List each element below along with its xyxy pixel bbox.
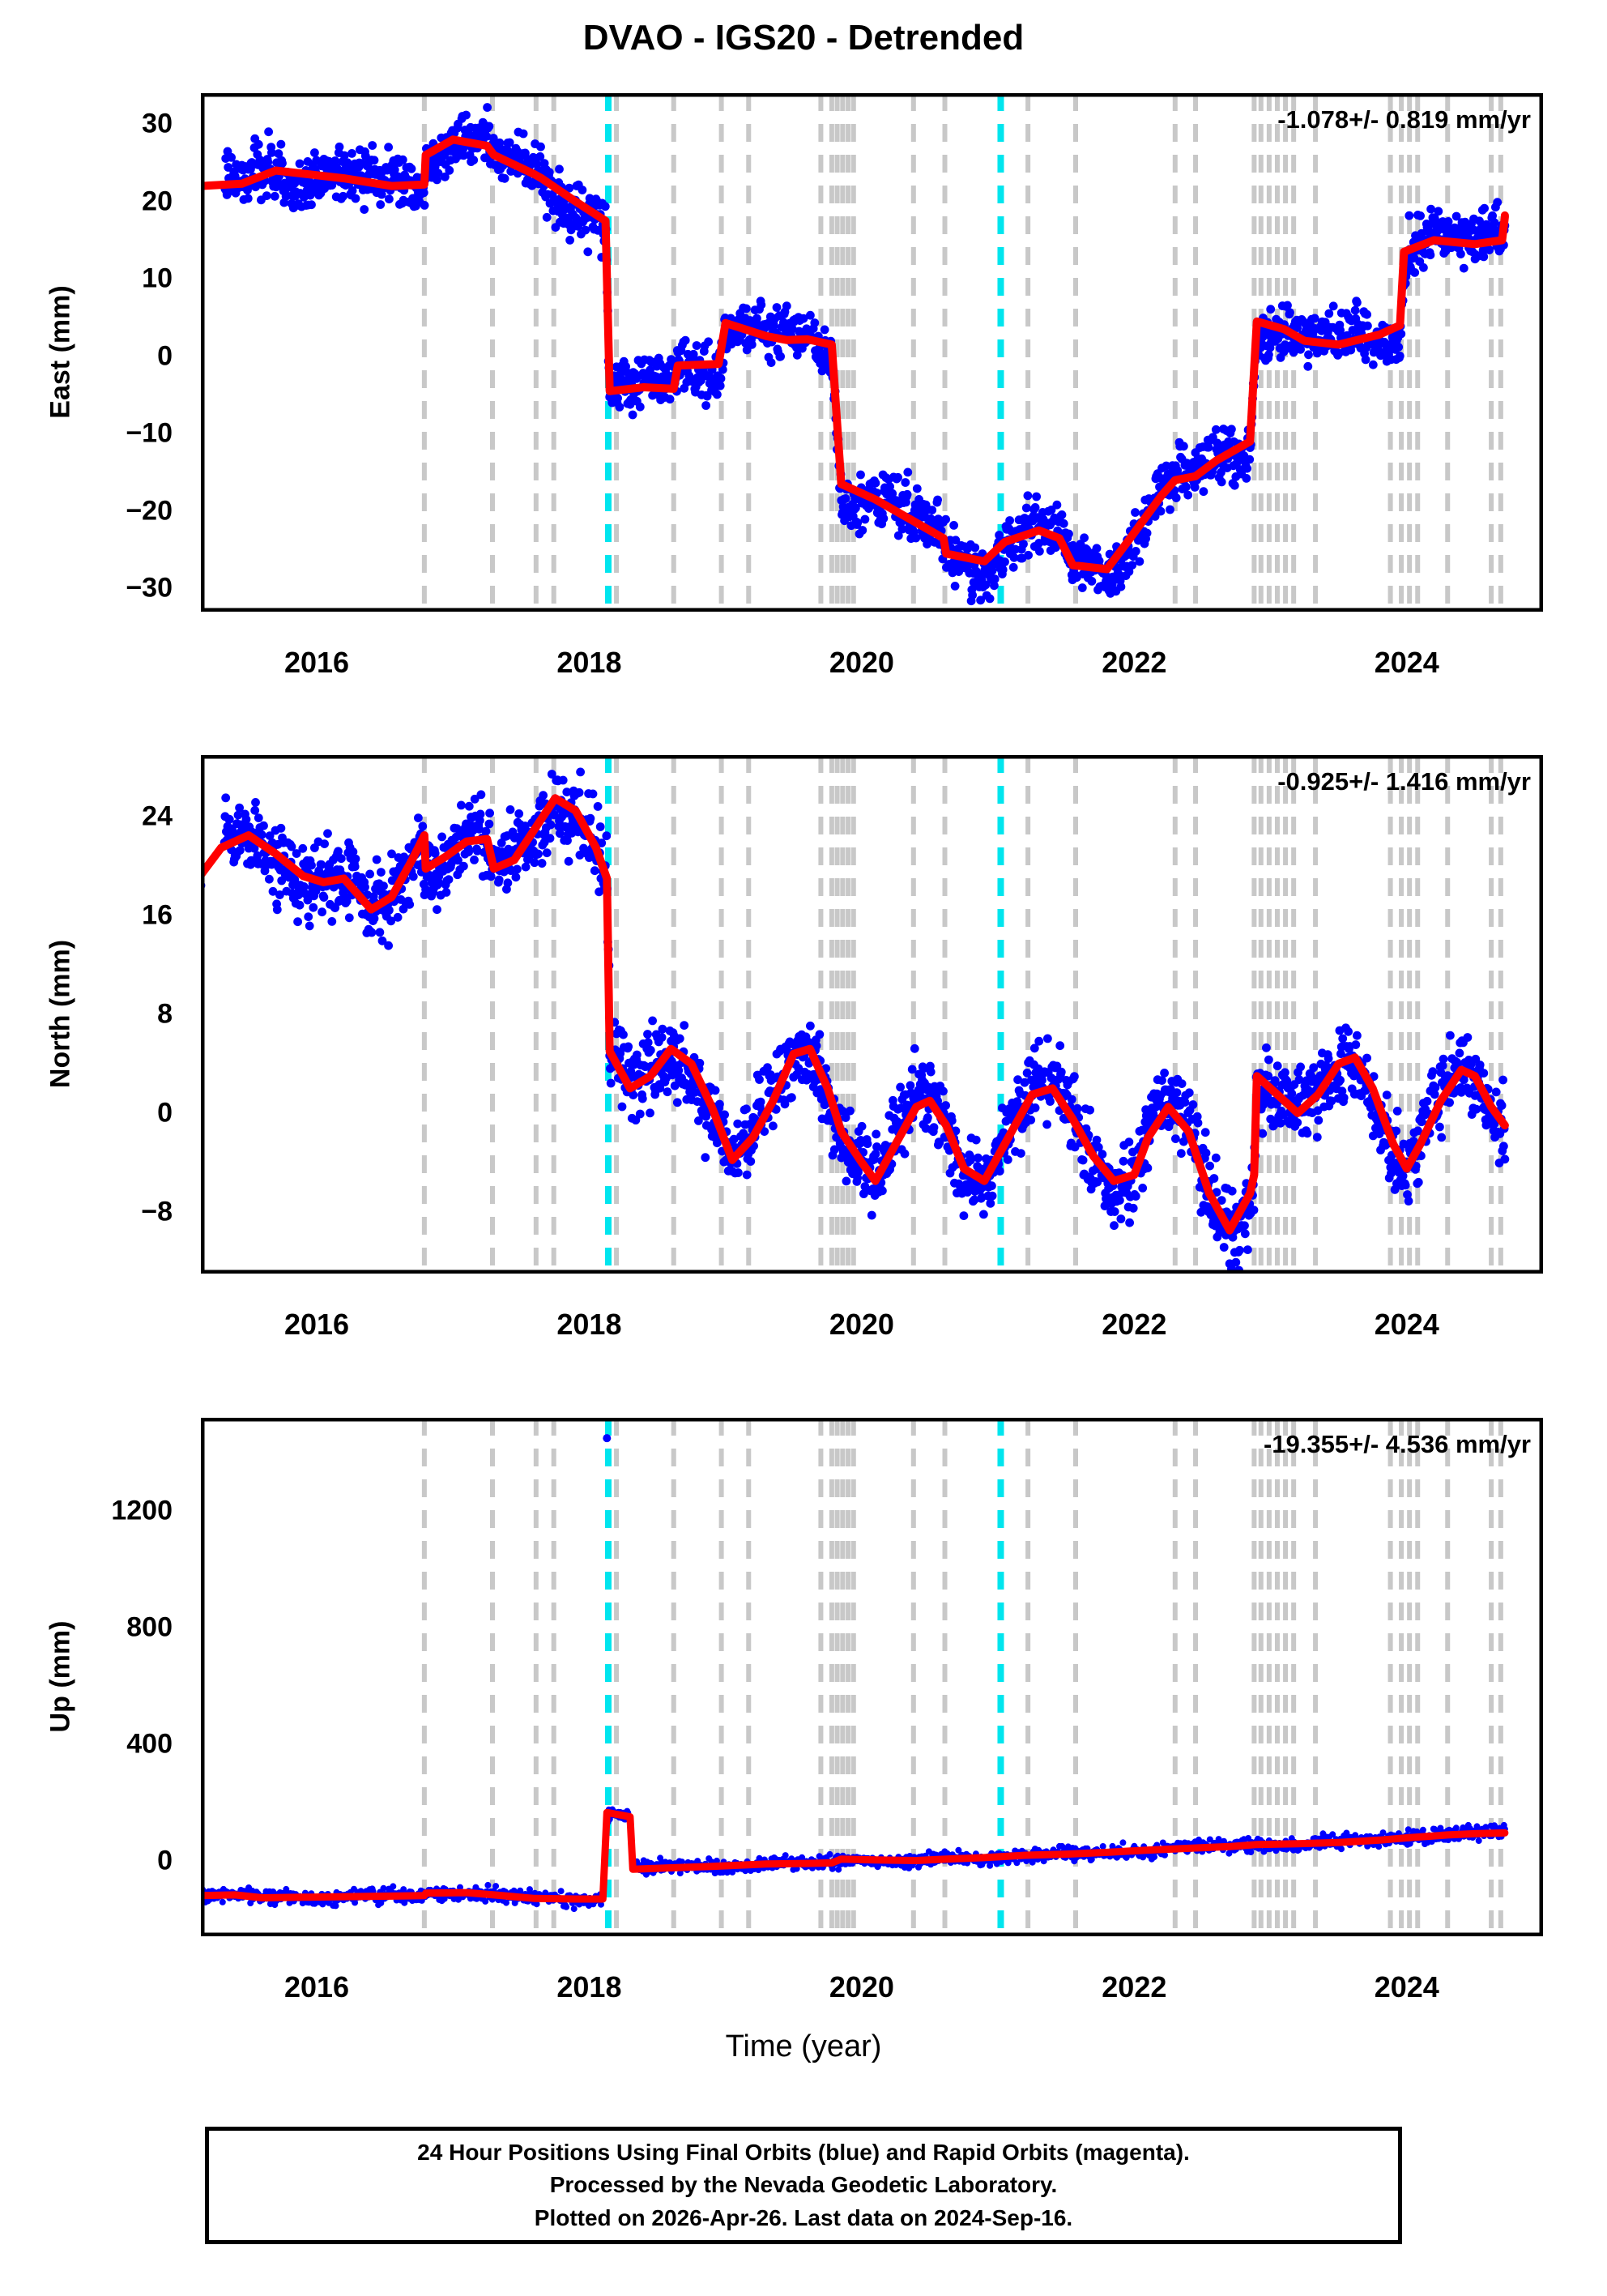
east-rate-annotation: -1.078+/- 0.819 mm/yr bbox=[1277, 105, 1531, 134]
caption-line-1: 24 Hour Positions Using Final Orbits (bl… bbox=[417, 2139, 1190, 2165]
north-ytick-label: 0 bbox=[157, 1097, 173, 1129]
north-xtick-label: 2020 bbox=[829, 1308, 894, 1341]
up-ytick-label: 1200 bbox=[111, 1495, 173, 1526]
up-rate-annotation: -19.355+/- 4.536 mm/yr bbox=[1263, 1430, 1531, 1458]
east-ytick-label: 10 bbox=[142, 262, 173, 294]
east-plot-area bbox=[201, 93, 1543, 612]
east-xtick-label: 2020 bbox=[829, 646, 894, 679]
panel-up bbox=[201, 1418, 1543, 1936]
north-ytick-label: 24 bbox=[142, 800, 173, 832]
up-xtick-label: 2022 bbox=[1102, 1970, 1167, 2004]
up-xtick-label: 2016 bbox=[283, 1970, 350, 2004]
up-xtick-label: 2024 bbox=[1374, 1970, 1439, 2004]
north-rate-annotation: -0.925+/- 1.416 mm/yr bbox=[1277, 767, 1531, 796]
east-ytick-label: 20 bbox=[142, 186, 173, 217]
caption-line-2: Processed by the Nevada Geodetic Laborat… bbox=[549, 2172, 1058, 2198]
caption-box: 24 Hour Positions Using Final Orbits (bl… bbox=[205, 2127, 1402, 2244]
east-ytick-label: 0 bbox=[157, 340, 173, 372]
north-xtick-label: 2022 bbox=[1102, 1308, 1167, 1341]
east-ytick-label: −20 bbox=[126, 495, 173, 527]
up-xtick-label: 2020 bbox=[829, 1970, 894, 2004]
east-xtick-label: 2018 bbox=[556, 646, 622, 679]
north-ytick-label: 16 bbox=[142, 899, 173, 931]
up-ytick-label: 400 bbox=[126, 1728, 173, 1760]
north-ytick-label: −8 bbox=[141, 1196, 173, 1227]
up-ytick-label: 800 bbox=[126, 1611, 173, 1643]
panel-east bbox=[201, 93, 1543, 612]
north-xtick-label: 2018 bbox=[556, 1308, 622, 1341]
up-ytick-label: 0 bbox=[157, 1845, 173, 1876]
page-title: DVAO - IGS20 - Detrended bbox=[582, 18, 1025, 58]
east-xtick-label: 2016 bbox=[283, 646, 350, 679]
up-plot-area bbox=[201, 1418, 1543, 1936]
up-xtick-label: 2018 bbox=[556, 1970, 622, 2004]
east-xtick-label: 2022 bbox=[1102, 646, 1167, 679]
panel-north bbox=[201, 755, 1543, 1274]
north-xtick-label: 2016 bbox=[283, 1308, 350, 1341]
north-plot-area bbox=[201, 755, 1543, 1274]
east-ytick-label: −30 bbox=[126, 572, 173, 604]
east-ytick-label: 30 bbox=[142, 108, 173, 139]
x-axis-title: Time (year) bbox=[725, 2029, 882, 2063]
up-axis-label: Up (mm) bbox=[45, 1620, 76, 1733]
caption-line-3: Plotted on 2026-Apr-26. Last data on 202… bbox=[534, 2204, 1073, 2230]
east-ytick-label: −10 bbox=[126, 417, 173, 449]
east-xtick-label: 2024 bbox=[1374, 646, 1439, 679]
north-xtick-label: 2024 bbox=[1374, 1308, 1439, 1341]
north-ytick-label: 8 bbox=[157, 998, 173, 1030]
